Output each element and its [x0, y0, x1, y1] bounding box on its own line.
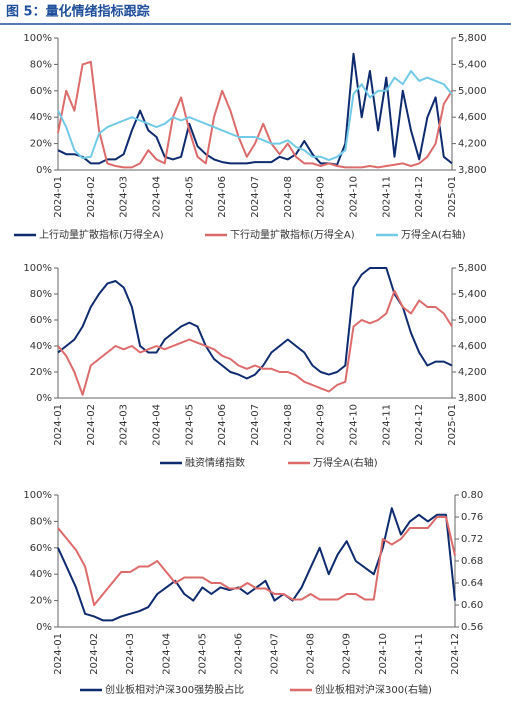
y2-tick-label: 3,800: [458, 393, 487, 404]
x-tick-label: 2024-05: [197, 633, 208, 675]
x-tick-label: 2024-06: [217, 176, 228, 218]
x-tick-label: 2024-01: [53, 404, 64, 446]
y2-tick-label: 0.60: [461, 600, 483, 611]
y-tick-label: 0%: [36, 165, 52, 176]
x-tick-label: 2024-10: [349, 176, 360, 218]
y-tick-label: 60%: [30, 543, 52, 554]
x-tick-label: 2024-12: [414, 404, 425, 446]
x-tick-label: 2024-03: [125, 633, 136, 675]
x-tick-label: 2024-02: [89, 633, 100, 675]
x-tick-label: 2024-08: [283, 176, 294, 218]
y-tick-label: 80%: [30, 59, 52, 70]
x-tick-label: 2024-05: [184, 404, 195, 446]
x-tick-label: 2024-01: [53, 633, 64, 675]
series-line: [57, 507, 456, 622]
figure-title: 图 5：量化情绪指标跟踪: [6, 4, 150, 20]
x-tick-label: 2024-04: [161, 633, 172, 675]
y-tick-label: 100%: [23, 490, 52, 501]
series-line: [57, 516, 456, 606]
y-tick-label: 60%: [30, 315, 52, 326]
y-tick-label: 40%: [30, 569, 52, 580]
y2-tick-label: 5,000: [458, 86, 487, 97]
y2-tick-label: 4,600: [458, 112, 487, 123]
series-line: [57, 60, 453, 169]
series-line: [57, 267, 453, 380]
x-tick-label: 2024-07: [250, 176, 261, 218]
y2-tick-label: 0.68: [461, 556, 483, 567]
y2-tick-label: 3,800: [458, 165, 487, 176]
x-tick-label: 2024-10: [378, 633, 389, 675]
y2-tick-label: 5,400: [458, 59, 487, 70]
y2-tick-label: 5,000: [458, 315, 487, 326]
y-tick-label: 60%: [30, 86, 52, 97]
y2-tick-label: 0.72: [461, 534, 483, 545]
legend-label: 下行动量扩散指标(万得全A): [230, 228, 355, 241]
x-tick-label: 2024-08: [283, 404, 294, 446]
legend-label: 万得全A(右轴): [401, 228, 466, 241]
y-tick-label: 40%: [30, 341, 52, 352]
x-tick-label: 2024-09: [316, 404, 327, 446]
legend-label: 万得全A(右轴): [313, 456, 378, 469]
y2-tick-label: 0.80: [461, 490, 483, 501]
x-tick-label: 2024-10: [349, 404, 360, 446]
series-line: [57, 52, 453, 166]
y-tick-label: 20%: [30, 367, 52, 378]
y2-tick-label: 4,200: [458, 367, 487, 378]
x-tick-label: 2024-02: [86, 176, 97, 218]
x-tick-label: 2024-12: [450, 633, 461, 675]
x-tick-label: 2024-07: [270, 633, 281, 675]
y2-tick-label: 0.64: [461, 578, 483, 589]
x-tick-label: 2024-02: [86, 404, 97, 446]
y-tick-label: 20%: [30, 139, 52, 150]
series-line: [57, 70, 453, 162]
x-tick-label: 2024-04: [152, 176, 163, 218]
x-tick-label: 2024-05: [184, 176, 195, 218]
x-tick-label: 2024-11: [381, 176, 392, 218]
legend-label: 创业板相对沪深300(右轴): [315, 683, 432, 696]
x-tick-label: 2024-07: [250, 404, 261, 446]
y-tick-label: 0%: [36, 622, 52, 633]
x-tick-label: 2024-04: [152, 404, 163, 446]
x-tick-label: 2024-11: [414, 633, 425, 675]
y2-tick-label: 4,200: [458, 139, 487, 150]
y-tick-label: 80%: [30, 516, 52, 527]
x-tick-label: 2024-09: [342, 633, 353, 675]
y-tick-label: 20%: [30, 596, 52, 607]
y2-tick-label: 5,800: [458, 263, 487, 274]
legend-label: 融资情绪指数: [185, 456, 245, 469]
x-tick-label: 2024-12: [414, 176, 425, 218]
y-tick-label: 0%: [36, 393, 52, 404]
x-tick-label: 2024-01: [53, 176, 64, 218]
y2-tick-label: 4,600: [458, 341, 487, 352]
y2-tick-label: 0.56: [461, 622, 483, 633]
y-tick-label: 40%: [30, 112, 52, 123]
y-tick-label: 100%: [23, 263, 52, 274]
series-line: [57, 289, 453, 396]
legend-label: 创业板相对沪深300强势股占比: [105, 683, 244, 696]
x-tick-label: 2024-08: [306, 633, 317, 675]
y-tick-label: 100%: [23, 33, 52, 44]
y-tick-label: 80%: [30, 289, 52, 300]
legend-label: 上行动量扩散指标(万得全A): [39, 228, 164, 241]
y2-tick-label: 5,400: [458, 289, 487, 300]
y2-tick-label: 0.76: [461, 512, 483, 523]
x-tick-label: 2024-06: [233, 633, 244, 675]
x-tick-label: 2024-11: [381, 404, 392, 446]
y2-tick-label: 5,800: [458, 33, 487, 44]
x-tick-label: 2025-01: [447, 176, 458, 218]
x-tick-label: 2024-03: [119, 176, 130, 218]
x-tick-label: 2024-06: [217, 404, 228, 446]
x-tick-label: 2024-03: [119, 404, 130, 446]
x-tick-label: 2025-01: [447, 404, 458, 446]
x-tick-label: 2024-09: [316, 176, 327, 218]
